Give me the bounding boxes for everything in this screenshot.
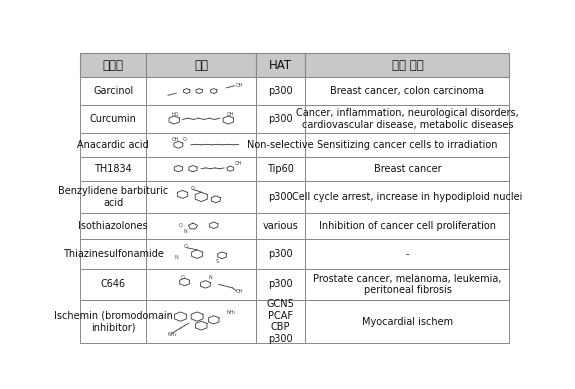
- Bar: [305, 300, 509, 343]
- Text: Curcumin: Curcumin: [90, 114, 137, 124]
- Text: N: N: [184, 229, 187, 234]
- Text: Inhibition of cancer cell proliferation: Inhibition of cancer cell proliferation: [319, 221, 496, 231]
- Text: O: O: [181, 275, 184, 280]
- Text: Breast cancer, colon carcinoma: Breast cancer, colon carcinoma: [331, 86, 485, 96]
- Text: Benzylidene barbituric
acid: Benzylidene barbituric acid: [58, 186, 168, 208]
- Bar: [147, 213, 256, 240]
- Text: S: S: [216, 259, 219, 264]
- Bar: [147, 53, 256, 77]
- Text: NH₂: NH₂: [168, 332, 177, 337]
- Text: p300: p300: [269, 249, 293, 259]
- Bar: [305, 269, 509, 300]
- Bar: [80, 300, 147, 343]
- Bar: [80, 77, 147, 105]
- Bar: [256, 53, 305, 77]
- Bar: [305, 240, 509, 269]
- Bar: [80, 157, 147, 180]
- Text: NH₂: NH₂: [226, 310, 236, 315]
- Text: Cell cycle arrest, increase in hypodiploid nuclei: Cell cycle arrest, increase in hypodiplo…: [292, 192, 523, 202]
- Bar: [256, 240, 305, 269]
- Text: Breast cancer: Breast cancer: [374, 164, 441, 173]
- Bar: [147, 157, 256, 180]
- Bar: [256, 157, 305, 180]
- Bar: [80, 133, 147, 157]
- Text: Garcinol: Garcinol: [93, 86, 133, 96]
- Text: p300: p300: [269, 192, 293, 202]
- Bar: [305, 105, 509, 133]
- Bar: [305, 180, 509, 213]
- Bar: [147, 269, 256, 300]
- Text: N: N: [209, 275, 213, 280]
- Text: Sensitizing cancer cells to irradiation: Sensitizing cancer cells to irradiation: [317, 140, 498, 150]
- Text: Cancer, inflammation, neurological disorders,
cardiovascular disease, metabolic : Cancer, inflammation, neurological disor…: [296, 108, 519, 130]
- Bar: [256, 213, 305, 240]
- Text: p300: p300: [269, 114, 293, 124]
- Text: 타겟 질환: 타겟 질환: [392, 59, 423, 72]
- Bar: [147, 105, 256, 133]
- Bar: [80, 105, 147, 133]
- Text: C646: C646: [101, 279, 126, 289]
- Text: HO: HO: [171, 112, 179, 117]
- Bar: [147, 180, 256, 213]
- Text: O: O: [178, 223, 182, 228]
- Bar: [80, 240, 147, 269]
- Bar: [147, 240, 256, 269]
- Text: Tip60: Tip60: [267, 164, 294, 173]
- Text: Prostate cancer, melanoma, leukemia,
peritoneal fibrosis: Prostate cancer, melanoma, leukemia, per…: [313, 273, 502, 295]
- Text: N: N: [174, 255, 178, 260]
- Text: OH: OH: [235, 83, 243, 88]
- Bar: [256, 300, 305, 343]
- Bar: [305, 213, 509, 240]
- Text: Anacardic acid: Anacardic acid: [77, 140, 149, 150]
- Bar: [80, 180, 147, 213]
- Text: various: various: [263, 221, 298, 231]
- Text: 저해제: 저해제: [103, 59, 124, 72]
- Text: GCN5
PCAF
CBP
p300: GCN5 PCAF CBP p300: [267, 299, 294, 344]
- Text: TH1834: TH1834: [94, 164, 132, 173]
- Bar: [147, 133, 256, 157]
- Bar: [80, 213, 147, 240]
- Text: p300: p300: [269, 86, 293, 96]
- Bar: [147, 300, 256, 343]
- Text: p300: p300: [269, 279, 293, 289]
- Bar: [256, 269, 305, 300]
- Text: OH: OH: [235, 289, 243, 294]
- Bar: [256, 133, 305, 157]
- Bar: [80, 269, 147, 300]
- Text: 구조: 구조: [194, 59, 208, 72]
- Bar: [256, 77, 305, 105]
- Text: -: -: [406, 249, 409, 259]
- Text: Thiazinesulfonamide: Thiazinesulfonamide: [63, 249, 164, 259]
- Text: O: O: [182, 137, 186, 142]
- Bar: [256, 105, 305, 133]
- Text: O: O: [191, 186, 194, 191]
- Text: HAT: HAT: [269, 59, 292, 72]
- Text: Ischemin (bromodomain
inhibitor): Ischemin (bromodomain inhibitor): [53, 311, 172, 332]
- Text: Isothiazolones: Isothiazolones: [78, 221, 148, 231]
- Text: OH: OH: [227, 112, 235, 117]
- Bar: [147, 77, 256, 105]
- Bar: [305, 77, 509, 105]
- Bar: [256, 180, 305, 213]
- Bar: [305, 157, 509, 180]
- Text: OH: OH: [235, 161, 242, 166]
- Bar: [305, 53, 509, 77]
- Text: O: O: [184, 244, 187, 249]
- Text: OH: OH: [171, 137, 179, 142]
- Text: Non-selective: Non-selective: [247, 140, 314, 150]
- Bar: [80, 53, 147, 77]
- Bar: [305, 133, 509, 157]
- Text: Myocardial ischem: Myocardial ischem: [362, 317, 453, 326]
